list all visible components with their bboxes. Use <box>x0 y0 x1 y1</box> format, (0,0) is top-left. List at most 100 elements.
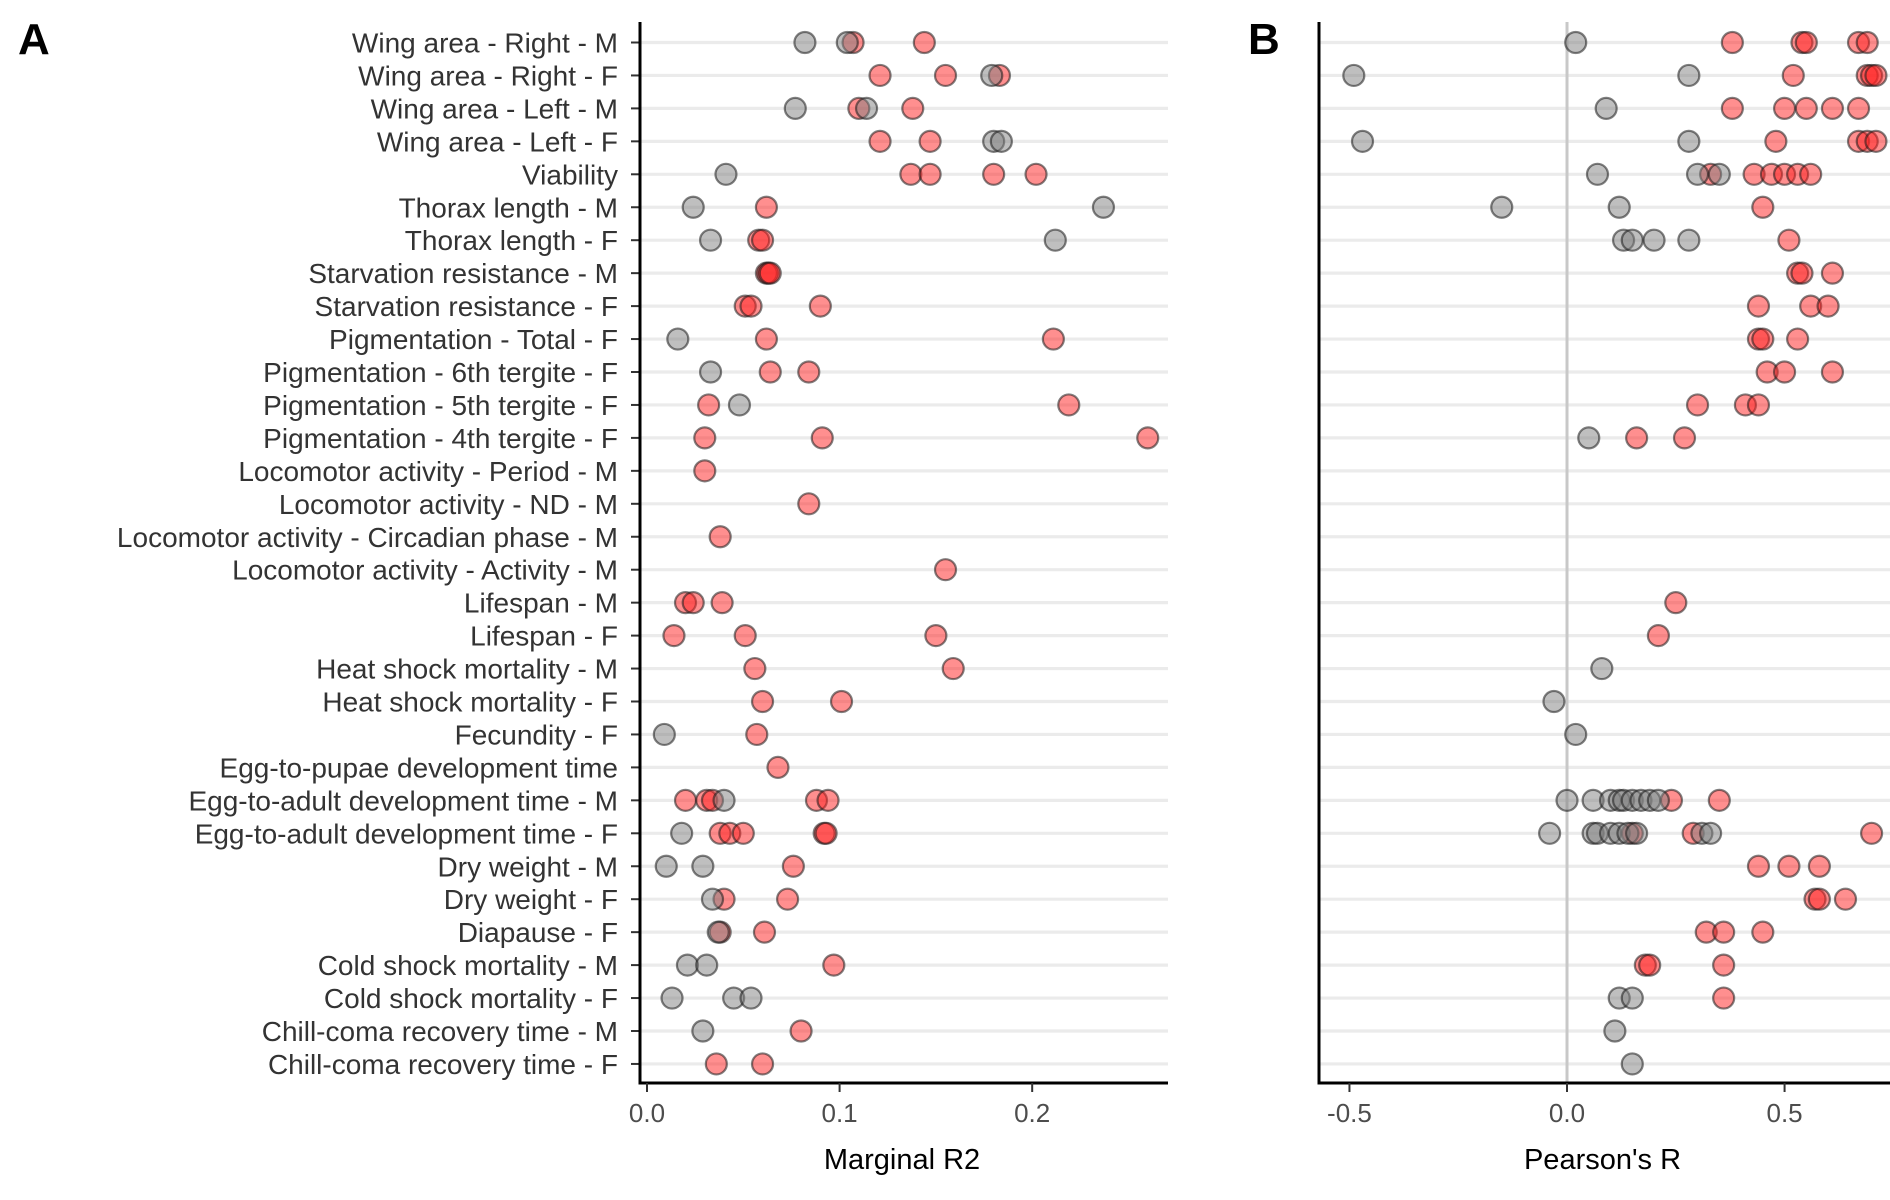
data-point <box>666 327 690 351</box>
x-tick-label: 0.5 <box>1766 1098 1802 1128</box>
data-point <box>912 30 936 55</box>
data-point <box>1820 96 1845 121</box>
x-tick-label: 0.0 <box>1549 1098 1585 1128</box>
trait-label: Heat shock mortality - M <box>316 654 618 685</box>
data-point <box>743 656 767 681</box>
trait-label: Lifespan - M <box>464 588 618 619</box>
panel-a-axes: 0.0 0.1 0.2 <box>629 22 1168 1128</box>
trait-label: Locomotor activity - Period - M <box>238 456 618 487</box>
data-point <box>781 854 805 878</box>
data-point <box>1786 327 1810 351</box>
data-point <box>1677 228 1701 252</box>
trait-label: Pigmentation - 6th tergite - F <box>263 357 618 388</box>
trait-label: Pigmentation - 4th tergite - F <box>263 423 618 454</box>
data-point <box>918 162 942 186</box>
data-point <box>1638 953 1662 977</box>
trait-label: Wing area - Left - M <box>371 93 618 124</box>
data-point <box>1590 656 1614 681</box>
data-point <box>1585 162 1610 186</box>
data-point <box>868 129 892 153</box>
data-point <box>1542 689 1566 714</box>
data-point <box>1772 360 1797 384</box>
data-point <box>822 953 846 977</box>
data-point <box>783 96 807 121</box>
data-point <box>1699 821 1723 845</box>
data-point <box>797 492 821 516</box>
data-point <box>714 162 738 186</box>
data-point <box>1720 30 1744 55</box>
data-point <box>698 228 723 252</box>
data-point <box>1642 228 1666 252</box>
data-point <box>1646 788 1670 812</box>
data-point <box>1820 261 1845 285</box>
data-point <box>1794 96 1818 121</box>
data-point <box>1833 887 1858 911</box>
trait-label: Pigmentation - 5th tergite - F <box>263 390 618 421</box>
trait-label: Pigmentation - Total - F <box>329 324 618 355</box>
data-point <box>1685 162 1710 186</box>
data-point <box>739 986 763 1010</box>
data-point <box>681 195 705 219</box>
data-point <box>901 96 925 121</box>
data-point <box>745 722 769 747</box>
data-point <box>1751 327 1775 351</box>
data-point <box>1746 854 1771 878</box>
trait-label: Wing area - Left - F <box>377 126 618 157</box>
data-point <box>750 228 775 252</box>
data-point <box>670 821 694 845</box>
data-point <box>706 920 730 944</box>
data-point <box>750 689 775 714</box>
data-point <box>1790 261 1814 285</box>
data-point <box>1816 294 1840 318</box>
trait-label: Dry weight - M <box>438 851 618 882</box>
data-point <box>754 195 779 219</box>
data-point <box>1746 393 1771 417</box>
data-point <box>899 162 923 186</box>
data-point <box>814 821 838 845</box>
data-point <box>1091 195 1116 219</box>
data-point <box>673 788 698 812</box>
data-point <box>1677 63 1701 88</box>
data-point <box>652 722 676 747</box>
data-point <box>1864 63 1888 88</box>
data-point <box>1024 162 1048 186</box>
data-point <box>727 393 752 417</box>
data-point <box>1846 96 1871 121</box>
data-point <box>1564 722 1588 747</box>
data-point <box>1707 162 1731 186</box>
data-point <box>989 129 1013 153</box>
data-point <box>1746 294 1771 318</box>
trait-label: Egg-to-adult development time - M <box>188 785 618 816</box>
data-point <box>835 30 859 55</box>
data-point <box>1764 129 1788 153</box>
data-point <box>1807 854 1831 878</box>
data-point <box>775 887 800 911</box>
data-point <box>933 63 958 88</box>
data-point <box>1672 426 1697 450</box>
data-point <box>1620 228 1644 252</box>
data-point <box>1712 986 1736 1010</box>
data-point <box>1350 129 1375 153</box>
trait-label: Diapause - F <box>458 917 618 948</box>
trait-label: Egg-to-adult development time - F <box>195 818 618 849</box>
trait-label: Thorax length - M <box>399 192 618 223</box>
data-point <box>1538 821 1562 845</box>
data-point <box>1712 953 1736 977</box>
data-point <box>758 360 782 384</box>
data-point <box>868 63 892 88</box>
data-point <box>1707 788 1731 812</box>
data-point <box>693 426 717 450</box>
data-point <box>810 426 834 450</box>
trait-label: Thorax length - F <box>405 225 618 256</box>
data-point <box>1620 1052 1644 1076</box>
x-tick-label: -0.5 <box>1327 1098 1372 1128</box>
data-point <box>1751 920 1775 944</box>
trait-label: Locomotor activity - Circadian phase - M <box>117 522 618 553</box>
data-point <box>854 96 879 121</box>
trait-label: Dry weight - F <box>444 884 618 915</box>
data-point <box>1859 821 1884 845</box>
data-point <box>704 1052 728 1076</box>
data-point <box>660 986 684 1010</box>
